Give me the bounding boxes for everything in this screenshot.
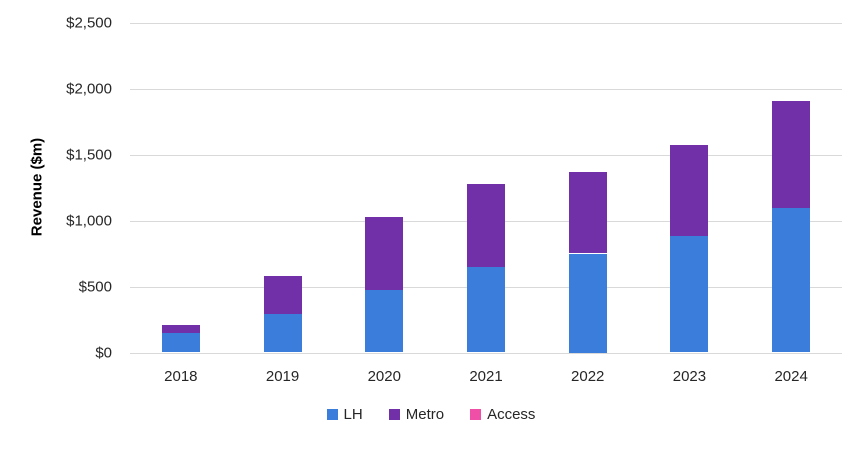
bar-segment-metro-2022	[568, 172, 607, 254]
y-tick-label: $0	[95, 344, 112, 361]
bar-segment-metro-2019	[263, 275, 302, 315]
legend: LH Metro Access	[0, 407, 862, 422]
legend-item-lh: LH	[326, 406, 363, 423]
x-tick-label: 2019	[265, 367, 300, 385]
bar-segment-lh-2019	[263, 314, 302, 353]
legend-label: Metro	[405, 406, 445, 423]
bar-segment-lh-2021	[467, 266, 505, 353]
x-tick-label: 2021	[469, 367, 503, 385]
x-tick-label: 2024	[774, 367, 808, 385]
bar-segment-metro-2024	[772, 101, 811, 208]
bar-segment-lh-2023	[670, 235, 709, 353]
legend-label: LH	[343, 406, 363, 423]
legend-swatch-lh	[326, 409, 338, 420]
bar-segment-lh-2018	[161, 332, 200, 353]
y-tick-label: $1,500	[66, 146, 112, 163]
bar-segment-metro-2023	[670, 144, 709, 236]
gridline-1500	[130, 154, 842, 156]
gridline-2500	[130, 22, 842, 24]
y-tick-label: $500	[78, 278, 112, 295]
x-tick-label: 2022	[571, 367, 605, 385]
y-tick-label: $2,000	[66, 80, 112, 97]
bar-segment-lh-2022	[568, 253, 607, 353]
bar-segment-lh-2020	[365, 290, 404, 353]
gridline-2000	[130, 88, 842, 90]
legend-label: Access	[487, 406, 536, 423]
y-tick-label: $1,000	[66, 212, 112, 229]
legend-swatch-metro	[388, 409, 400, 420]
bar-segment-metro-2018	[161, 324, 200, 333]
gridline-0	[130, 352, 842, 354]
bar-segment-metro-2021	[467, 184, 505, 267]
x-tick-label: 2018	[164, 367, 198, 385]
legend-swatch-access	[470, 409, 482, 420]
y-tick-label: $2,500	[66, 14, 112, 31]
x-tick-label: 2023	[672, 367, 707, 385]
legend-item-metro: Metro	[388, 406, 445, 423]
bar-segment-lh-2024	[772, 207, 811, 353]
bar-segment-metro-2020	[365, 217, 404, 291]
legend-item-access: Access	[470, 407, 535, 422]
x-tick-label: 2020	[367, 367, 401, 385]
